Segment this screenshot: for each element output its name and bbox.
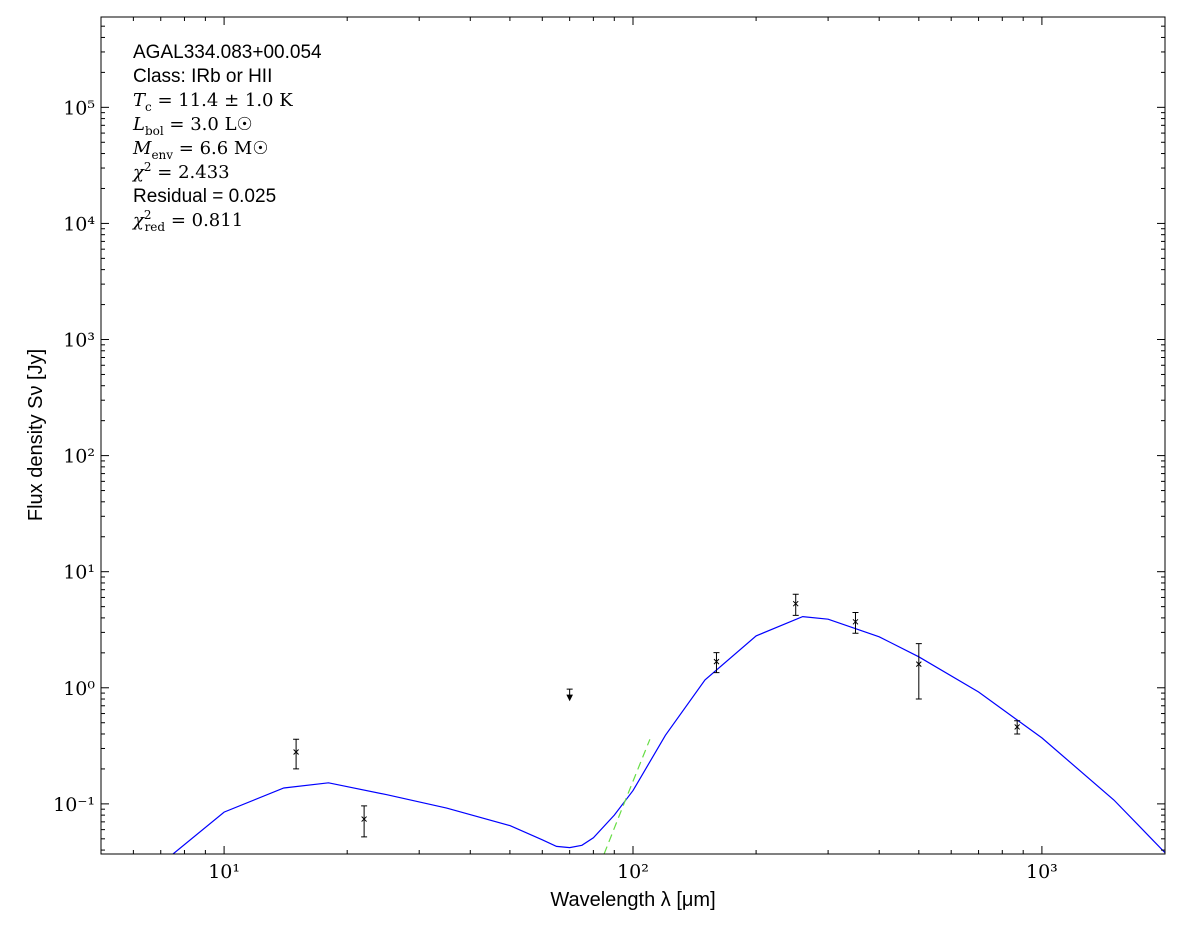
data-point (713, 652, 720, 674)
annotation-value: = 3.0 L☉ (164, 114, 253, 135)
annotation-value: = 2.433 (152, 162, 230, 183)
annotation-symbol: L (132, 114, 145, 135)
annotation: Menv = 6.6 M☉ (132, 138, 269, 162)
annotation-value: = 0.811 (165, 210, 243, 231)
error-bar (792, 593, 799, 616)
data-point (1014, 720, 1021, 735)
marker (792, 600, 799, 607)
error-bar (915, 643, 922, 700)
data-point (852, 612, 859, 634)
error-bar (361, 805, 368, 838)
data-point (361, 805, 368, 838)
error-bar (293, 738, 300, 770)
y-tick-label: 10⁴ (63, 213, 95, 235)
annotation: Residual = 0.025 (133, 186, 276, 207)
marker (361, 816, 367, 822)
annotation: Class: IRb or HII (133, 66, 272, 87)
annotation-value: = 6.6 M☉ (173, 138, 268, 159)
annotation: Tc = 11.4 ± 1.0 K (133, 90, 293, 114)
error-bar (852, 612, 859, 634)
y-tick-label: 10² (63, 446, 95, 468)
annotation: χ2 = 2.433 (131, 160, 230, 183)
axes-frame (100, 16, 1166, 855)
data-point (293, 738, 300, 770)
model-component (603, 739, 651, 854)
annotation-symbol: T (133, 90, 147, 111)
annotation-subscript: c (145, 100, 152, 114)
annotation-value: = 11.4 ± 1.0 K (152, 90, 293, 111)
marker (915, 661, 922, 667)
x-tick-label: 10¹ (208, 861, 240, 883)
marker (852, 618, 859, 625)
marker (713, 658, 720, 665)
y-tick-label: 10⁻¹ (53, 794, 95, 816)
plot-area (172, 593, 1165, 854)
marker (293, 749, 299, 755)
upper-limit (566, 688, 573, 702)
annotation-subscript: env (151, 148, 173, 162)
data-point (915, 643, 922, 700)
x-axis-label: Wavelength λ [μm] (550, 889, 715, 911)
marker (1014, 724, 1021, 730)
annotation-superscript: 2 (144, 160, 152, 174)
annotation: Lbol = 3.0 L☉ (132, 114, 253, 138)
y-tick-label: 10⁰ (63, 678, 95, 700)
annotation-symbol: M (132, 138, 152, 159)
annotation-superscript: 2 (144, 208, 152, 222)
annotation: AGAL334.083+00.054 (133, 42, 322, 63)
x-tick-label: 10² (617, 861, 649, 883)
annotation-symbol: χ (131, 162, 145, 183)
y-axis-label: Flux density Sν [Jy] (25, 349, 47, 521)
data-point (792, 593, 799, 616)
y-tick-label: 10³ (63, 330, 95, 352)
annotation: χ2 red = 0.811 (131, 208, 243, 234)
annotation-subscript: red (145, 220, 166, 234)
y-tick-label: 10⁵ (63, 97, 95, 119)
annotation-subscript: bol (145, 124, 164, 138)
x-tick-label: 10³ (1026, 861, 1058, 883)
annotation-symbol: χ (131, 210, 145, 231)
error-bar (713, 652, 720, 674)
y-tick-label: 10¹ (63, 562, 95, 584)
